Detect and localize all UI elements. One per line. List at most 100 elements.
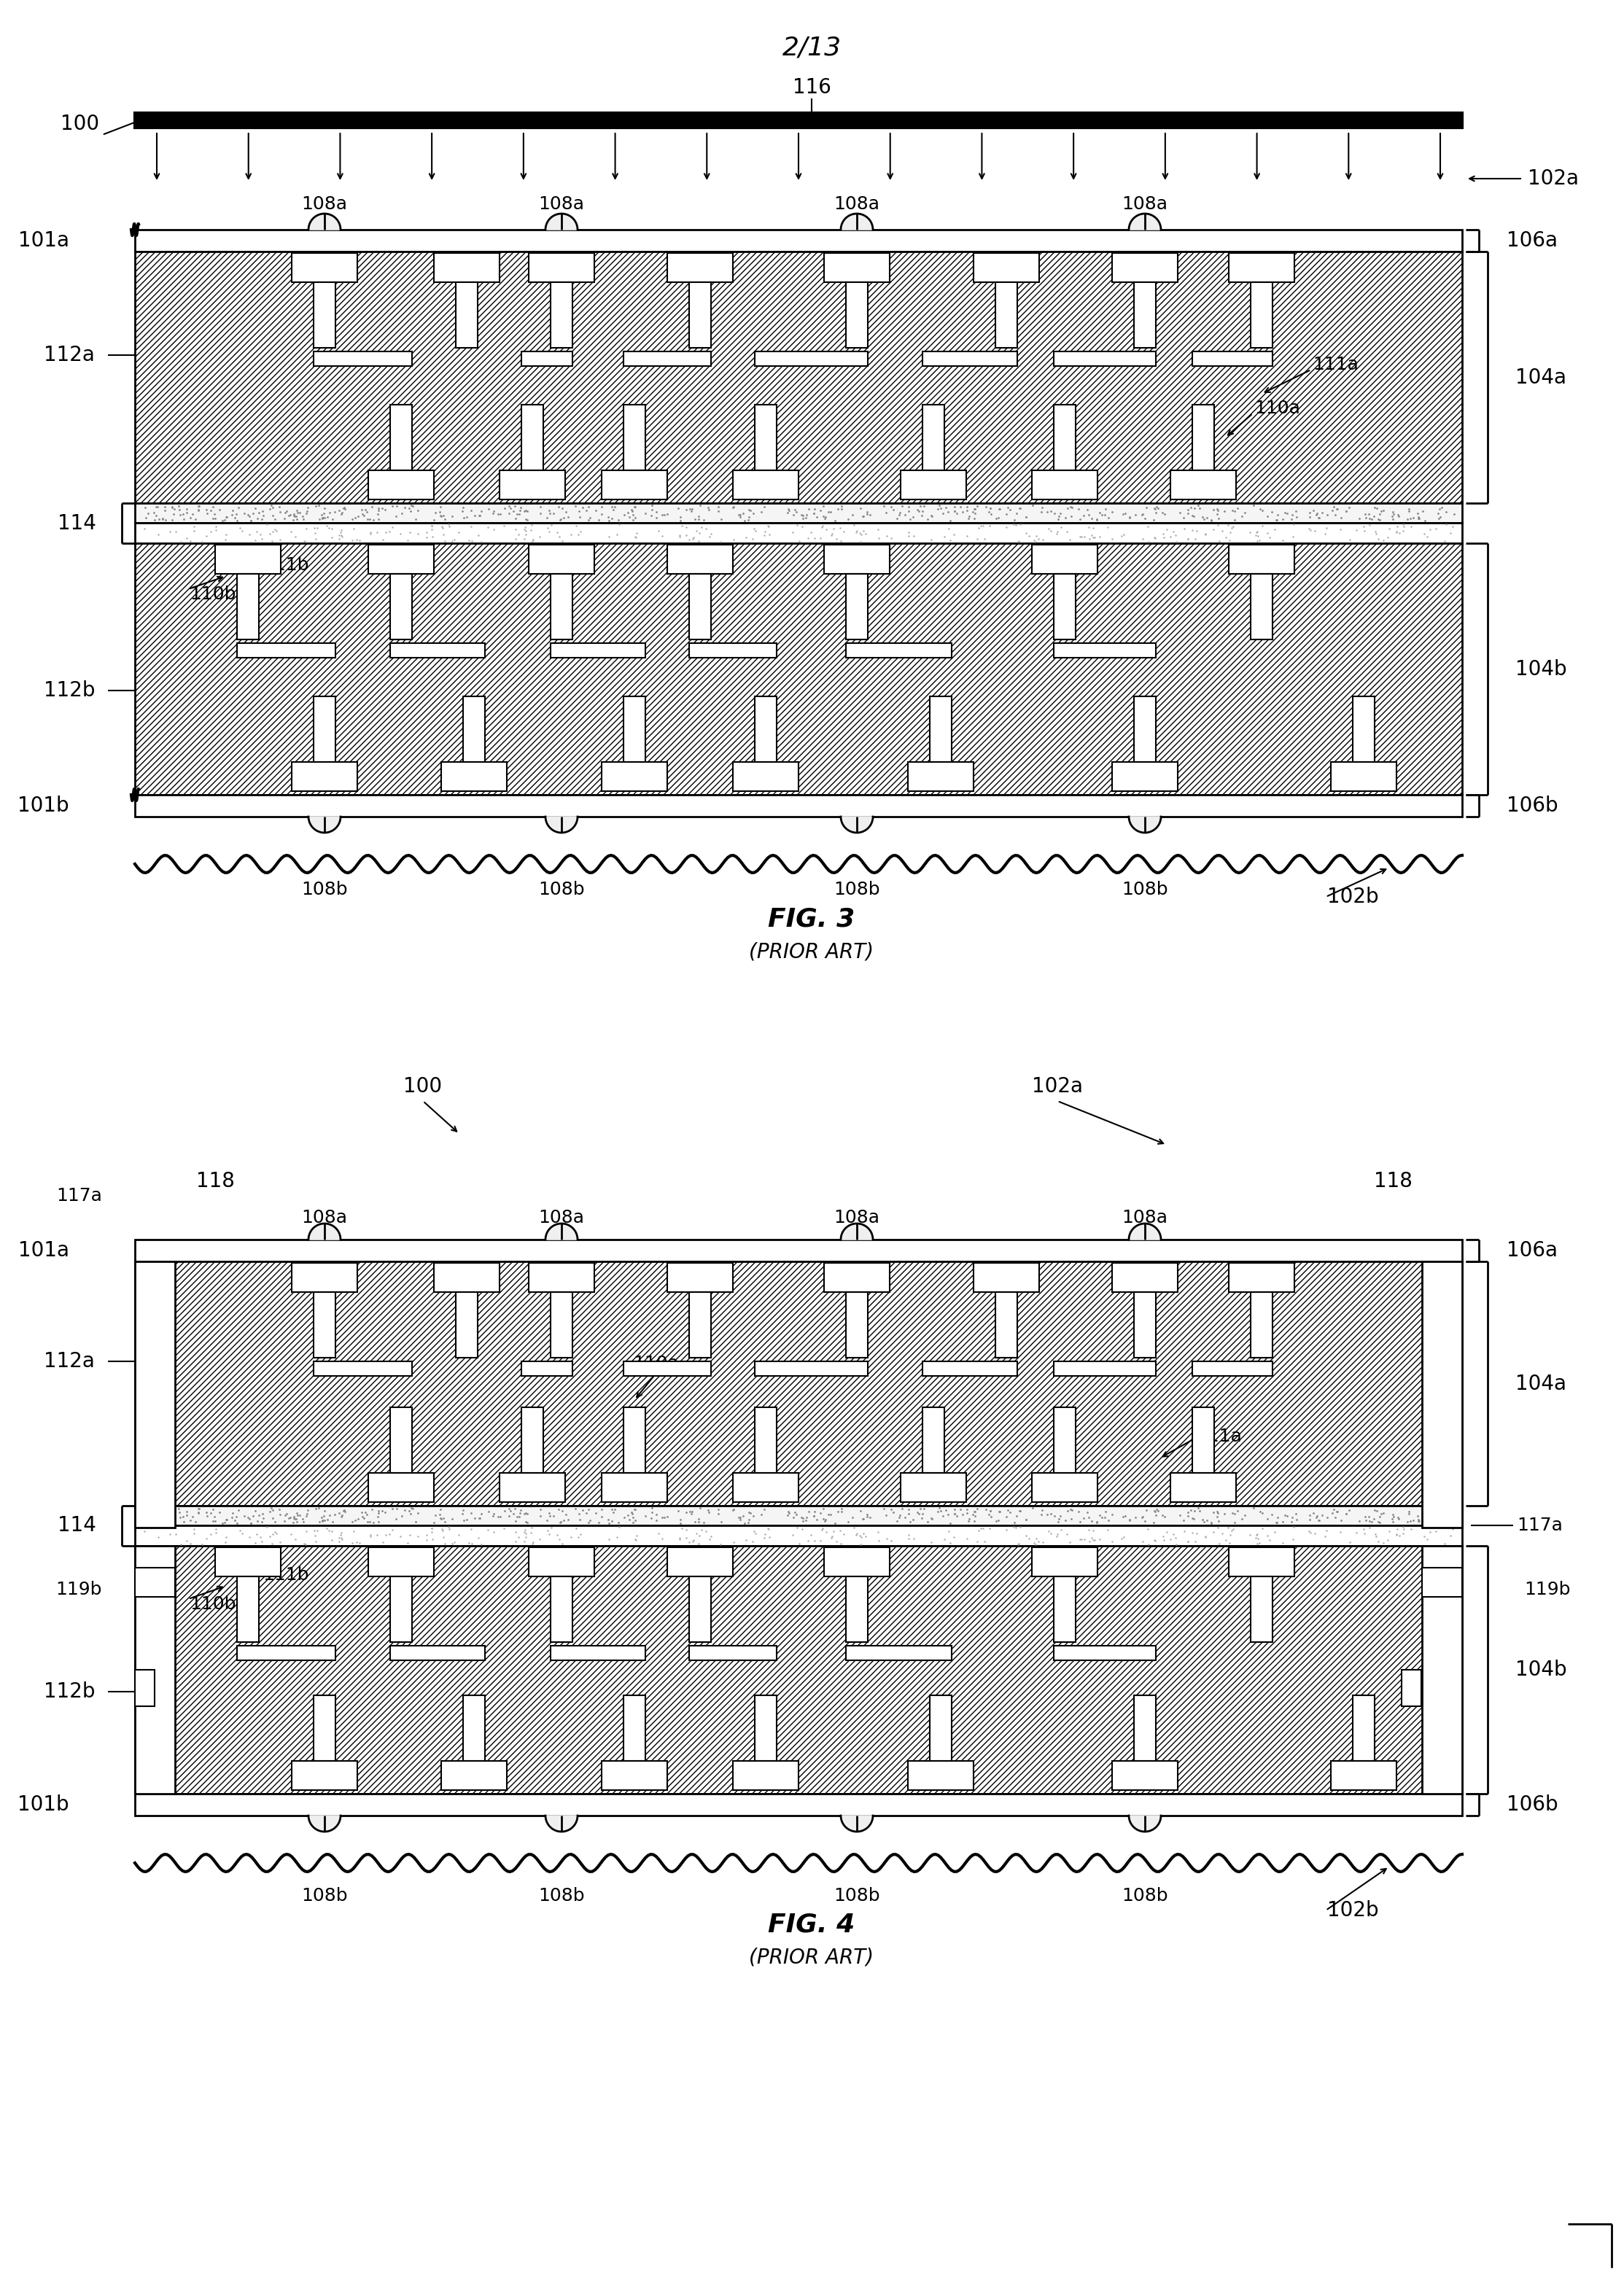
Text: 108a: 108a [1122, 196, 1168, 212]
Text: 102a: 102a [1528, 169, 1579, 189]
Bar [369, 470, 434, 500]
Polygon shape [309, 1224, 341, 1240]
Polygon shape [841, 817, 872, 833]
Text: 104b: 104b [1515, 660, 1567, 680]
Polygon shape [309, 215, 341, 231]
Bar [434, 1262, 500, 1292]
Polygon shape [1129, 1224, 1161, 1240]
Bar [1192, 1361, 1273, 1377]
Bar [237, 573, 258, 639]
Bar [313, 1292, 336, 1358]
Text: 106b: 106b [1507, 794, 1557, 815]
Bar [973, 253, 1039, 283]
Bar [908, 1760, 973, 1790]
Text: 119b: 119b [55, 1580, 102, 1598]
Text: 108a: 108a [1122, 1210, 1168, 1226]
Bar [1423, 1546, 1462, 1794]
Bar [529, 546, 594, 573]
Bar [846, 1578, 867, 1641]
Bar [1112, 253, 1177, 283]
Bar [755, 1696, 776, 1760]
Text: (PRIOR ART): (PRIOR ART) [749, 1947, 874, 1968]
Text: 111b: 111b [263, 1566, 309, 1584]
Bar [313, 696, 336, 763]
Text: 111a: 111a [1195, 1427, 1242, 1445]
Polygon shape [546, 1224, 578, 1240]
Bar [1031, 1548, 1098, 1578]
Bar [529, 253, 594, 283]
Bar [846, 283, 867, 347]
Bar [390, 573, 412, 639]
Bar [755, 696, 776, 763]
Text: 108b: 108b [302, 1888, 348, 1904]
Polygon shape [1129, 1815, 1161, 1831]
Polygon shape [1129, 1224, 1161, 1240]
Bar [931, 696, 952, 763]
Bar [689, 573, 711, 639]
Bar [551, 1292, 572, 1358]
Bar [521, 1406, 544, 1473]
Bar [521, 404, 544, 470]
Polygon shape [546, 1815, 578, 1831]
Bar [313, 1361, 412, 1377]
Bar [135, 251, 1462, 502]
Bar [1402, 1669, 1421, 1705]
Bar [500, 470, 565, 500]
Bar [135, 1240, 1462, 1262]
Bar [1250, 283, 1273, 347]
Polygon shape [546, 817, 578, 833]
Bar [1054, 644, 1156, 658]
Bar [823, 1262, 890, 1292]
Bar [922, 404, 944, 470]
Bar [689, 1578, 711, 1641]
Text: 108b: 108b [302, 881, 348, 897]
Bar [732, 763, 799, 792]
Polygon shape [309, 1815, 341, 1831]
Bar [292, 1262, 357, 1292]
Bar [901, 1473, 966, 1502]
Bar [667, 1548, 732, 1578]
Bar [551, 1578, 572, 1641]
Bar [1112, 763, 1177, 792]
Bar [313, 352, 412, 365]
Bar [846, 644, 952, 658]
Bar [755, 404, 776, 470]
Text: 111a: 111a [1312, 356, 1358, 374]
Bar [846, 1646, 952, 1660]
Polygon shape [546, 1224, 578, 1240]
Bar [823, 1548, 890, 1578]
Bar [456, 283, 477, 347]
Bar [551, 573, 572, 639]
Polygon shape [546, 1815, 578, 1831]
Bar [1134, 696, 1156, 763]
Bar [1229, 1548, 1294, 1578]
Text: 108a: 108a [539, 196, 585, 212]
Text: 108b: 108b [538, 1888, 585, 1904]
Text: 108a: 108a [539, 1210, 585, 1226]
Text: 108b: 108b [538, 881, 585, 897]
Bar [390, 404, 412, 470]
Bar [667, 253, 732, 283]
Bar [1353, 1696, 1374, 1760]
Bar [135, 1546, 1462, 1794]
Bar [135, 1262, 1462, 1507]
Bar [1112, 1760, 1177, 1790]
Text: 110a: 110a [1254, 400, 1301, 418]
Bar [624, 696, 645, 763]
Bar [369, 1548, 434, 1578]
Text: 100: 100 [60, 114, 99, 135]
Polygon shape [546, 215, 578, 231]
Bar [1171, 470, 1236, 500]
Bar [624, 1696, 645, 1760]
Bar [390, 1406, 412, 1473]
Bar [292, 1760, 357, 1790]
Bar [755, 1361, 867, 1377]
Bar [1134, 1696, 1156, 1760]
Bar [823, 253, 890, 283]
Bar [1054, 404, 1075, 470]
Text: 104b: 104b [1515, 1660, 1567, 1680]
Bar [135, 794, 1462, 817]
Bar [292, 763, 357, 792]
Bar [135, 1546, 175, 1794]
Bar [390, 1578, 412, 1641]
